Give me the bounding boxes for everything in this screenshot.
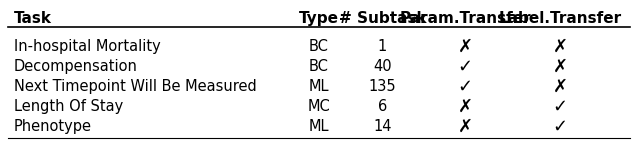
Text: Label.Transfer: Label.Transfer — [499, 11, 622, 26]
Text: Decompensation: Decompensation — [14, 59, 138, 74]
Text: ✗: ✗ — [458, 98, 472, 116]
Text: ✓: ✓ — [458, 78, 472, 96]
Text: Length Of Stay: Length Of Stay — [14, 99, 124, 114]
Text: ✗: ✗ — [553, 38, 568, 56]
Text: ML: ML — [308, 79, 329, 94]
Text: In-hospital Mortality: In-hospital Mortality — [14, 39, 161, 54]
Text: 135: 135 — [369, 79, 396, 94]
Text: MC: MC — [308, 99, 330, 114]
Text: 14: 14 — [373, 119, 392, 134]
Text: Type: Type — [299, 11, 339, 26]
Text: 40: 40 — [373, 59, 392, 74]
Text: ✓: ✓ — [553, 118, 568, 136]
Text: ✓: ✓ — [458, 58, 472, 76]
Text: BC: BC — [309, 59, 329, 74]
Text: Next Timepoint Will Be Measured: Next Timepoint Will Be Measured — [14, 79, 257, 94]
Text: ✗: ✗ — [458, 38, 472, 56]
Text: ✗: ✗ — [458, 118, 472, 136]
Text: ✓: ✓ — [553, 98, 568, 116]
Text: Phenotype: Phenotype — [14, 119, 92, 134]
Text: ML: ML — [308, 119, 329, 134]
Text: BC: BC — [309, 39, 329, 54]
Text: 1: 1 — [378, 39, 387, 54]
Text: # Subtask: # Subtask — [339, 11, 426, 26]
Text: ✗: ✗ — [553, 78, 568, 96]
Text: Task: Task — [14, 11, 52, 26]
Text: Param.Transfer: Param.Transfer — [399, 11, 531, 26]
Text: ✗: ✗ — [553, 58, 568, 76]
Text: 6: 6 — [378, 99, 387, 114]
